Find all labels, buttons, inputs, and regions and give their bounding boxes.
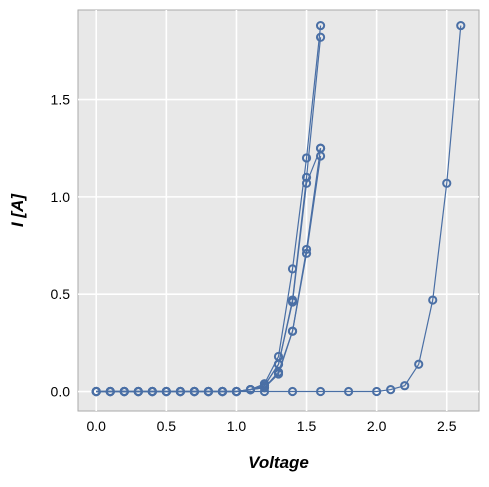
data-point <box>105 386 115 397</box>
data-point <box>287 297 298 307</box>
series-layer <box>91 20 466 397</box>
y-tick-labels: 0.0 0.5 1.0 1.5 <box>51 92 71 400</box>
data-point <box>344 386 354 397</box>
data-point <box>175 386 185 397</box>
y-axis-title: I [A] <box>8 193 27 227</box>
series-line <box>96 25 462 393</box>
data-point <box>287 326 298 336</box>
data-point <box>273 369 284 379</box>
x-axis-title: Voltage <box>248 453 309 472</box>
data-point <box>315 151 326 161</box>
data-point <box>442 178 452 188</box>
x-tick-label: 2.5 <box>437 418 457 434</box>
data-point <box>315 32 326 42</box>
data-point <box>414 359 424 369</box>
data-point <box>217 386 228 397</box>
data-point <box>428 295 438 305</box>
data-point <box>301 248 312 258</box>
y-tick-label: 1.0 <box>51 189 71 205</box>
data-point <box>259 386 270 397</box>
data-point <box>301 153 312 163</box>
data-point <box>147 386 157 397</box>
data-point <box>91 386 101 397</box>
x-tick-label: 0.0 <box>86 418 106 434</box>
data-point <box>456 20 466 31</box>
data-point <box>119 386 129 397</box>
x-tick-label: 1.0 <box>227 418 247 434</box>
x-tick-label: 0.5 <box>157 418 177 434</box>
data-series <box>91 20 466 397</box>
data-point <box>245 384 256 395</box>
data-point <box>386 384 396 395</box>
data-point <box>161 386 171 397</box>
data-point <box>133 386 143 397</box>
x-tick-labels: 0.0 0.5 1.0 1.5 2.0 2.5 <box>86 418 456 434</box>
data-point <box>315 20 326 31</box>
y-tick-label: 0.5 <box>51 286 71 302</box>
y-tick-label: 0.0 <box>51 384 71 400</box>
data-point <box>315 386 326 397</box>
data-point <box>372 386 382 397</box>
data-point <box>400 381 410 391</box>
data-point <box>301 172 312 183</box>
data-point <box>231 386 242 397</box>
data-point <box>203 386 213 397</box>
y-tick-label: 1.5 <box>51 92 71 108</box>
x-tick-label: 1.5 <box>297 418 317 434</box>
data-point <box>287 386 298 397</box>
data-point <box>189 386 199 397</box>
data-point <box>301 178 312 188</box>
x-tick-label: 2.0 <box>367 418 387 434</box>
plot-panel <box>77 9 480 412</box>
